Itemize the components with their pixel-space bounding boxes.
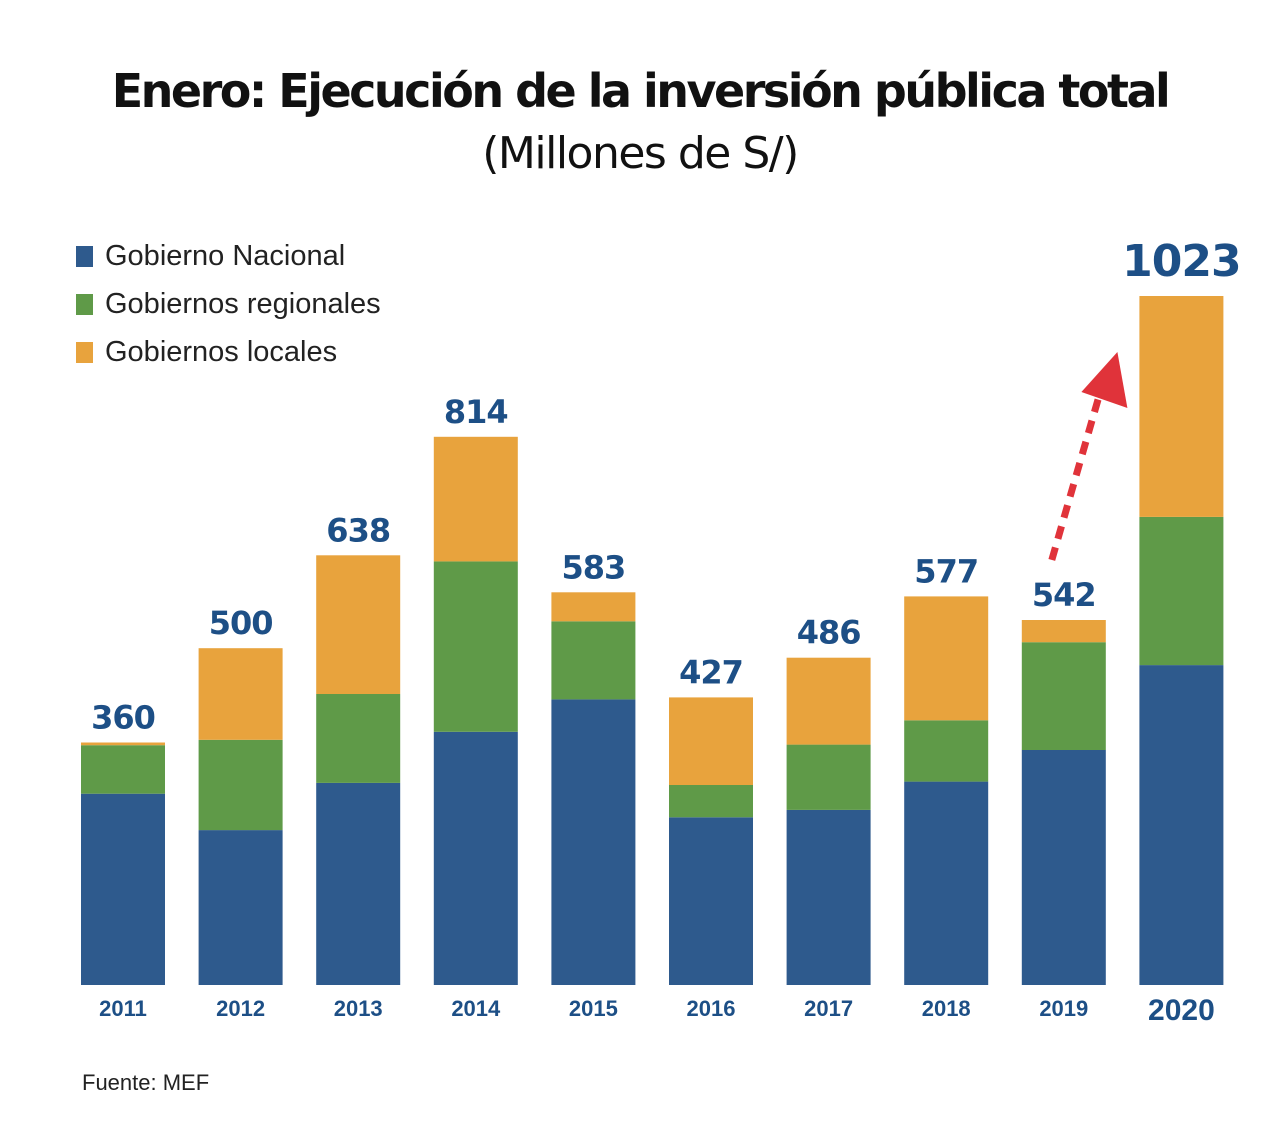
bar-2019-locales xyxy=(1021,620,1106,643)
bar-2012-regionales xyxy=(198,739,283,831)
bar-2013-regionales xyxy=(316,694,401,783)
bar-2020-locales xyxy=(1139,296,1224,517)
total-label-2014: 814 xyxy=(444,393,508,431)
x-tick-label-2018: 2018 xyxy=(922,996,971,1021)
bar-2017-locales xyxy=(786,657,871,745)
total-label-2011: 360 xyxy=(91,699,155,737)
legend-swatch-locales xyxy=(76,341,93,363)
bar-2018-regionales xyxy=(904,720,989,782)
legend-swatch-nacional xyxy=(76,245,93,267)
total-label-2013: 638 xyxy=(326,511,390,549)
legend-item-regionales: Gobiernos regionales xyxy=(76,280,381,328)
x-tick-label-2012: 2012 xyxy=(216,996,265,1021)
legend-label-regionales: Gobiernos regionales xyxy=(105,287,381,320)
x-tick-label-2019: 2019 xyxy=(1039,996,1088,1021)
bar-2017-nacional xyxy=(786,809,871,985)
increase-arrow-line xyxy=(1048,373,1109,561)
legend-label-nacional: Gobierno Nacional xyxy=(105,239,346,272)
bar-2014-nacional xyxy=(433,731,518,985)
bar-2015-nacional xyxy=(551,699,636,985)
bar-2018-nacional xyxy=(904,781,989,985)
bar-2011-regionales xyxy=(81,745,165,794)
source-note: Fuente: MEF xyxy=(82,1070,210,1095)
bar-2014-regionales xyxy=(433,561,518,732)
bar-2011-locales xyxy=(81,742,165,746)
bar-2014-locales xyxy=(433,436,518,562)
bar-2013-locales xyxy=(316,555,401,694)
bar-2016-regionales xyxy=(669,785,753,818)
increase-arrow-head xyxy=(1081,352,1128,408)
bar-2011-nacional xyxy=(81,793,165,985)
x-tick-label-2020: 2020 xyxy=(1148,994,1215,1027)
bar-2012-nacional xyxy=(198,830,283,985)
total-label-2017: 486 xyxy=(797,614,861,652)
bar-2016-locales xyxy=(669,697,753,785)
total-label-2018: 577 xyxy=(914,552,978,590)
legend-label-locales: Gobiernos locales xyxy=(105,335,338,368)
chart-subtitle: (Millones de S/) xyxy=(482,128,799,179)
total-label-2019: 542 xyxy=(1032,576,1096,614)
bar-2020-regionales xyxy=(1139,516,1224,666)
bar-2020-nacional xyxy=(1139,665,1224,985)
x-tick-label-2017: 2017 xyxy=(804,996,853,1021)
legend-item-locales: Gobiernos locales xyxy=(76,328,381,376)
legend-swatch-regionales xyxy=(76,293,93,315)
bar-2019-nacional xyxy=(1021,749,1106,985)
x-tick-label-2014: 2014 xyxy=(451,996,501,1021)
bar-2012-locales xyxy=(198,648,283,740)
x-tick-label-2015: 2015 xyxy=(569,996,618,1021)
total-label-2015: 583 xyxy=(562,548,626,586)
bar-2015-locales xyxy=(551,592,636,622)
legend-item-nacional: Gobierno Nacional xyxy=(76,232,381,280)
bar-2013-nacional xyxy=(316,782,401,985)
x-tick-label-2011: 2011 xyxy=(99,996,147,1021)
bar-2016-nacional xyxy=(669,817,753,985)
total-label-2020: 1023 xyxy=(1122,236,1240,287)
bar-2019-regionales xyxy=(1021,642,1106,750)
chart-title: Enero: Ejecución de la inversión pública… xyxy=(111,64,1171,118)
x-tick-label-2016: 2016 xyxy=(687,996,736,1021)
bar-2015-regionales xyxy=(551,621,636,700)
total-label-2016: 427 xyxy=(679,653,743,691)
x-tick-label-2013: 2013 xyxy=(334,996,383,1021)
total-label-2012: 500 xyxy=(209,604,273,642)
bar-2017-regionales xyxy=(786,744,871,810)
bar-2018-locales xyxy=(904,596,989,721)
legend: Gobierno Nacional Gobiernos regionales G… xyxy=(76,232,381,376)
